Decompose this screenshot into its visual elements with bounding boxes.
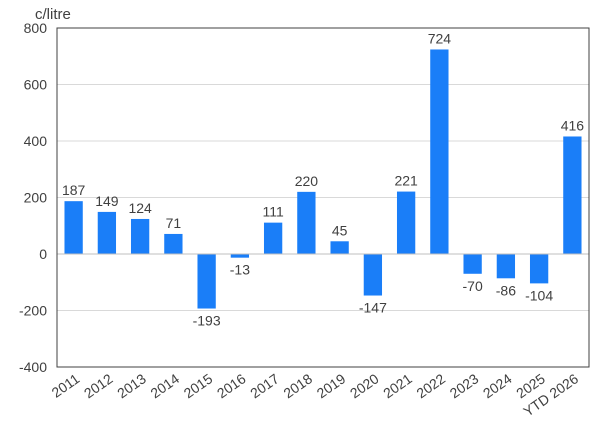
gridlines [57,27,589,368]
bar [363,254,383,296]
data-label: 149 [95,193,119,209]
y-tick-label: -400 [19,359,47,375]
bar [64,201,83,254]
plot-area-frame [56,27,590,368]
x-tick-label: 2013 [114,370,149,401]
data-label: -193 [193,313,221,329]
y-tick-label: 200 [24,190,48,206]
y-tick-label: 400 [24,133,48,149]
y-tick-label: 800 [24,20,48,36]
bar [197,254,216,309]
data-label: 221 [394,173,418,189]
x-tick-label: 2022 [413,370,448,401]
data-label: 71 [166,215,182,231]
data-label: -104 [525,287,553,303]
x-tick-label: 2017 [247,370,282,401]
y-tick-label: 0 [39,246,47,262]
bar [496,254,516,279]
data-label: 220 [295,173,319,189]
bar [97,211,117,254]
x-tick-label: 2024 [480,370,515,401]
data-label: 187 [62,182,86,198]
y-tick-label: -200 [19,303,47,319]
y-axis-ticks: -400 -200 0 200 400 600 800 [19,20,47,375]
data-label: 45 [332,222,348,238]
data-label: 416 [561,117,585,133]
bar [297,191,316,254]
x-tick-label: 2018 [280,370,315,401]
data-label: -13 [230,262,250,278]
bar [529,254,549,284]
data-label: 124 [128,200,152,216]
y-tick-label: 600 [24,77,48,93]
bar [330,241,349,254]
data-label: 111 [262,204,283,220]
x-tick-label: 2020 [347,370,382,401]
data-label: 724 [428,30,452,46]
x-tick-label: 2012 [81,370,116,401]
bars [64,49,582,309]
x-tick-label: 2023 [447,370,482,401]
x-tick-label: 2016 [214,370,249,401]
bar [430,49,449,254]
x-axis-ticks: 2011201220132014201520162017201820192020… [49,370,582,419]
bar [263,222,283,254]
bar [130,218,150,254]
data-label: -70 [463,278,483,294]
bar [230,254,250,258]
data-label: -147 [359,300,387,316]
x-tick-label: 2014 [147,370,182,401]
bar [563,136,582,254]
x-tick-label: 2015 [181,370,216,401]
bar [164,233,183,254]
x-tick-label: 2019 [314,370,349,401]
x-tick-label: 2021 [380,370,415,401]
bar [463,254,482,274]
x-tick-label: 2011 [49,370,83,400]
bar [396,191,416,254]
data-label: -86 [496,282,516,298]
unit-label: c/litre [35,6,71,23]
